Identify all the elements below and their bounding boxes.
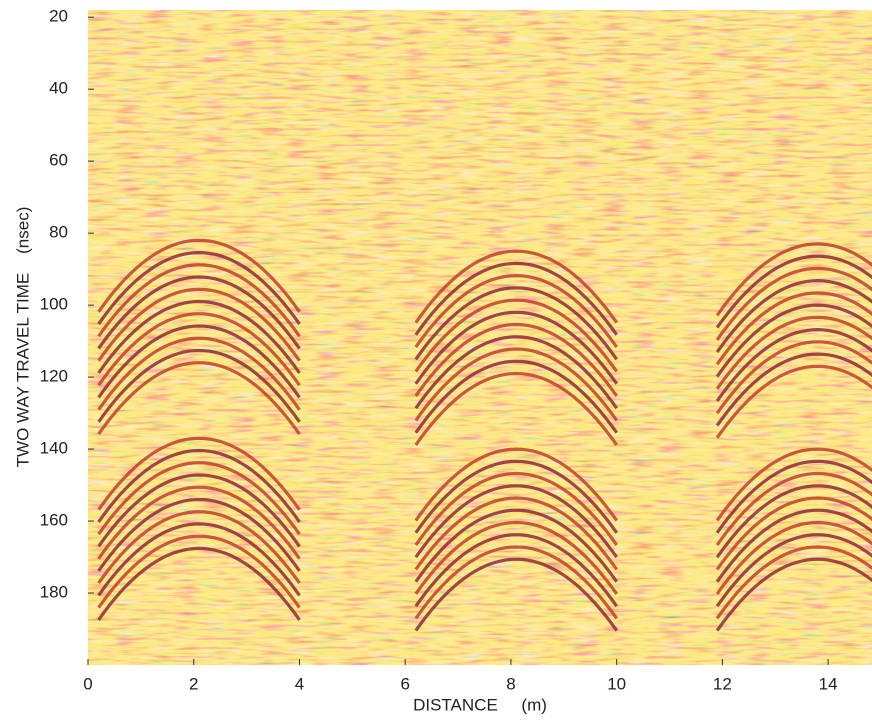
reflection bbox=[715, 508, 872, 583]
reflection bbox=[414, 286, 618, 361]
reflection bbox=[715, 327, 872, 402]
reflection bbox=[97, 263, 301, 338]
reflection bbox=[97, 448, 301, 523]
reflection bbox=[715, 352, 872, 427]
reflection bbox=[414, 557, 618, 632]
reflection bbox=[97, 497, 301, 572]
reflection bbox=[97, 522, 301, 597]
reflection bbox=[414, 322, 618, 397]
reflection bbox=[715, 340, 872, 415]
x-axis-label: DISTANCE (m) bbox=[413, 695, 547, 714]
reflection bbox=[715, 459, 872, 534]
x-tick-label: 14 bbox=[819, 674, 838, 693]
reflection bbox=[97, 473, 301, 548]
y-axis-label: TWO WAY TRAVEL TIME (nsec) bbox=[13, 207, 32, 468]
reflection bbox=[715, 520, 872, 595]
reflection bbox=[414, 249, 618, 324]
reflection bbox=[715, 447, 872, 522]
reflection bbox=[715, 364, 872, 439]
reflection bbox=[97, 510, 301, 585]
reflection bbox=[97, 238, 301, 313]
reflection bbox=[414, 335, 618, 410]
reflection bbox=[715, 254, 872, 329]
y-tick-label: 180 bbox=[40, 583, 68, 602]
reflection bbox=[97, 324, 301, 399]
x-tick-label: 2 bbox=[189, 674, 198, 693]
reflection bbox=[715, 315, 872, 390]
reflection bbox=[414, 447, 618, 522]
y-tick-label: 60 bbox=[49, 151, 68, 170]
reflection bbox=[414, 520, 618, 595]
reflection bbox=[414, 359, 618, 434]
y-tick-label: 160 bbox=[40, 511, 68, 530]
y-tick-label: 140 bbox=[40, 439, 68, 458]
reflection bbox=[97, 299, 301, 374]
hyperbolas bbox=[97, 238, 872, 632]
y-tick-label: 100 bbox=[40, 295, 68, 314]
reflection bbox=[715, 266, 872, 341]
reflection bbox=[715, 291, 872, 366]
reflection bbox=[715, 545, 872, 620]
reflection bbox=[414, 273, 619, 349]
y-tick-label: 20 bbox=[49, 7, 68, 26]
reflection bbox=[97, 348, 301, 423]
reflection bbox=[97, 336, 301, 411]
reflection bbox=[414, 347, 619, 422]
reflection bbox=[414, 459, 619, 534]
reflection bbox=[414, 533, 618, 608]
reflection bbox=[414, 471, 618, 546]
reflection bbox=[715, 278, 872, 354]
reflection bbox=[97, 485, 301, 560]
reflection bbox=[414, 496, 619, 571]
x-tick-label: 8 bbox=[506, 674, 515, 693]
y-tick-label: 40 bbox=[49, 79, 68, 98]
reflection bbox=[414, 261, 618, 336]
reflection bbox=[97, 312, 301, 387]
reflection bbox=[97, 275, 301, 350]
x-tick-label: 0 bbox=[83, 674, 92, 693]
reflection bbox=[97, 436, 301, 511]
x-tick-label: 6 bbox=[400, 674, 409, 693]
reflection bbox=[414, 298, 618, 373]
x-tick-label: 10 bbox=[607, 674, 626, 693]
reflection bbox=[414, 545, 618, 620]
reflection bbox=[97, 250, 301, 325]
reflection bbox=[715, 303, 872, 378]
reflection bbox=[715, 242, 872, 317]
reflection bbox=[715, 557, 872, 632]
reflection bbox=[715, 533, 872, 608]
reflection bbox=[97, 546, 301, 621]
reflection bbox=[715, 496, 872, 571]
x-tick-label: 4 bbox=[295, 674, 304, 693]
reflection bbox=[97, 534, 301, 609]
x-tick-label: 12 bbox=[713, 674, 732, 693]
y-tick-label: 80 bbox=[49, 223, 68, 242]
reflection bbox=[414, 508, 618, 583]
y-tick-label: 120 bbox=[40, 367, 68, 386]
reflection bbox=[97, 461, 301, 536]
reflection bbox=[97, 287, 301, 362]
reflection bbox=[414, 371, 618, 446]
reflection bbox=[715, 471, 872, 546]
reflection bbox=[97, 361, 301, 436]
reflection bbox=[414, 310, 619, 385]
reflection bbox=[414, 484, 618, 559]
reflection bbox=[715, 484, 872, 559]
